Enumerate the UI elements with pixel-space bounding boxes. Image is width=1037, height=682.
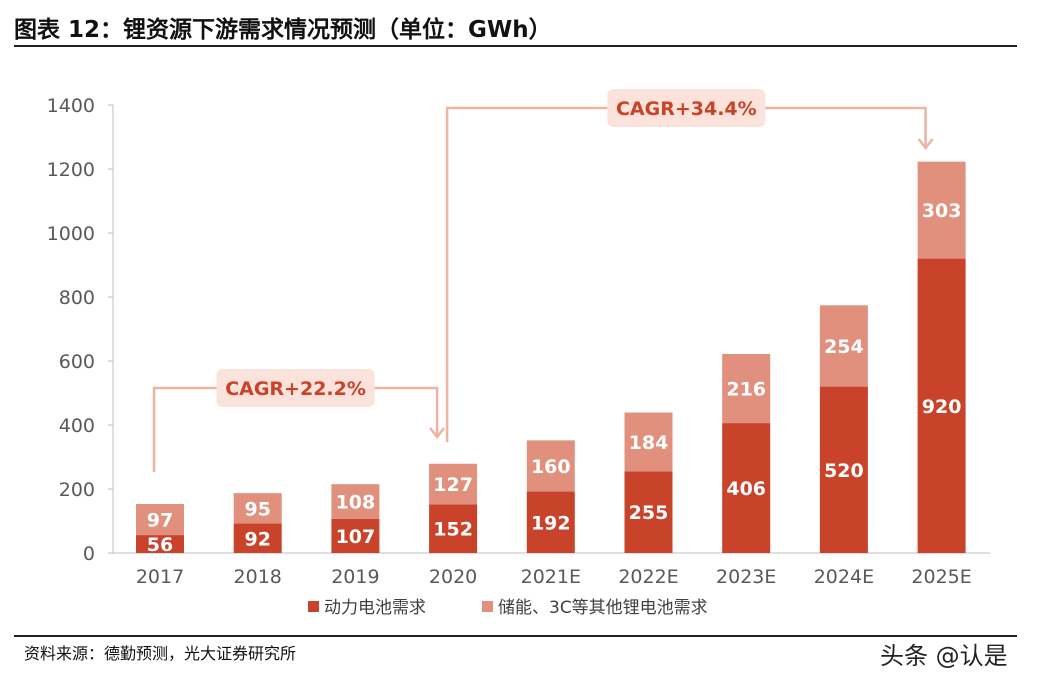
legend-label: 储能、3C等其他锂电池需求 bbox=[498, 598, 708, 618]
bar-other-2020 bbox=[429, 463, 478, 505]
legend: 动力电池需求 储能、3C等其他锂电池需求 bbox=[308, 598, 708, 618]
legend-label: 动力电池需求 bbox=[324, 598, 426, 618]
bar-power-2019 bbox=[331, 518, 380, 553]
x-axis: 2017 2018 2019 2020 2021E 2022E 2023E 2024E 2025… bbox=[113, 552, 990, 588]
data-label-power: 920 bbox=[922, 396, 962, 418]
x-tick-label: 2025E bbox=[911, 566, 971, 588]
data-label-other: 127 bbox=[433, 474, 473, 496]
bar-other-2021E bbox=[526, 440, 575, 492]
bar-power-2018 bbox=[233, 523, 282, 553]
bar-other-2017 bbox=[136, 504, 184, 536]
y-tick-label: 1200 bbox=[47, 159, 95, 181]
data-label-power: 520 bbox=[824, 460, 864, 482]
bar-power-2022E bbox=[624, 471, 673, 553]
y-tick-label: 800 bbox=[59, 287, 95, 309]
footer-divider bbox=[14, 635, 1017, 637]
y-tick-label: 400 bbox=[59, 415, 95, 437]
data-label-power: 152 bbox=[433, 519, 473, 541]
bar-power-2020 bbox=[429, 504, 478, 553]
data-label-other: 95 bbox=[244, 498, 270, 520]
x-tick-label: 2022E bbox=[618, 566, 678, 588]
title-divider bbox=[14, 45, 1017, 47]
y-tick-label: 600 bbox=[59, 351, 95, 373]
x-tick-label: 2018 bbox=[234, 566, 282, 588]
bar-power-2017 bbox=[136, 535, 184, 553]
cagr-label: CAGR+22.2% bbox=[225, 378, 366, 400]
y-tick-label: 1400 bbox=[47, 95, 95, 117]
legend-swatch bbox=[308, 601, 319, 612]
bar-other-2024E bbox=[819, 305, 868, 387]
data-label-power: 192 bbox=[531, 512, 571, 534]
bar-power-2024E bbox=[819, 386, 868, 553]
bar-other-2025E bbox=[917, 161, 966, 259]
y-tick-label: 1000 bbox=[47, 223, 95, 245]
data-label-power: 56 bbox=[147, 534, 173, 556]
data-label-power: 406 bbox=[726, 478, 766, 500]
data-label-other: 216 bbox=[726, 379, 766, 401]
x-tick-label: 2020 bbox=[429, 566, 477, 588]
x-tick-label: 2021E bbox=[521, 566, 581, 588]
data-label-other: 160 bbox=[531, 456, 571, 478]
data-label-other: 108 bbox=[336, 491, 376, 513]
x-tick-label: 2023E bbox=[716, 566, 776, 588]
cagr-label-box bbox=[216, 369, 375, 407]
y-axis: 0 200 400 600 800 1000 1200 1400 bbox=[47, 95, 114, 565]
data-label-other: 303 bbox=[922, 200, 962, 222]
y-tick-label: 200 bbox=[59, 479, 95, 501]
data-label-other: 184 bbox=[629, 432, 669, 454]
data-label-power: 107 bbox=[336, 526, 376, 548]
cagr-label: CAGR+34.4% bbox=[616, 98, 757, 120]
data-label-power: 255 bbox=[629, 502, 669, 524]
bar-power-2025E bbox=[917, 258, 966, 553]
bar-other-2019 bbox=[331, 484, 380, 519]
x-tick-label: 2017 bbox=[136, 566, 184, 588]
cagr-label-box bbox=[607, 89, 766, 127]
data-label-other: 97 bbox=[147, 510, 173, 532]
bar-power-2023E bbox=[722, 423, 771, 553]
watermark: 头条 @认是 bbox=[880, 642, 1008, 670]
bar-power-2021E bbox=[526, 491, 575, 553]
data-label-other: 254 bbox=[824, 336, 864, 358]
cagr-annotations: CAGR+22.2% CAGR+34.4% bbox=[152, 89, 934, 472]
cagr-arrow-head bbox=[917, 138, 934, 151]
x-tick-label: 2024E bbox=[814, 566, 874, 588]
x-tick-label: 2019 bbox=[331, 566, 379, 588]
bar-other-2022E bbox=[624, 412, 673, 472]
y-tick-label: 0 bbox=[83, 543, 95, 565]
source-note: 资料来源：德勤预测，光大证券研究所 bbox=[24, 644, 297, 663]
data-label-power: 92 bbox=[244, 528, 270, 550]
bar-other-2018 bbox=[233, 493, 282, 524]
bar-other-2023E bbox=[722, 353, 771, 424]
cagr-arrow-head bbox=[429, 427, 446, 440]
legend-swatch bbox=[482, 601, 493, 612]
figure-title: 图表 12：锂资源下游需求情况预测（单位：GWh） bbox=[14, 17, 552, 43]
